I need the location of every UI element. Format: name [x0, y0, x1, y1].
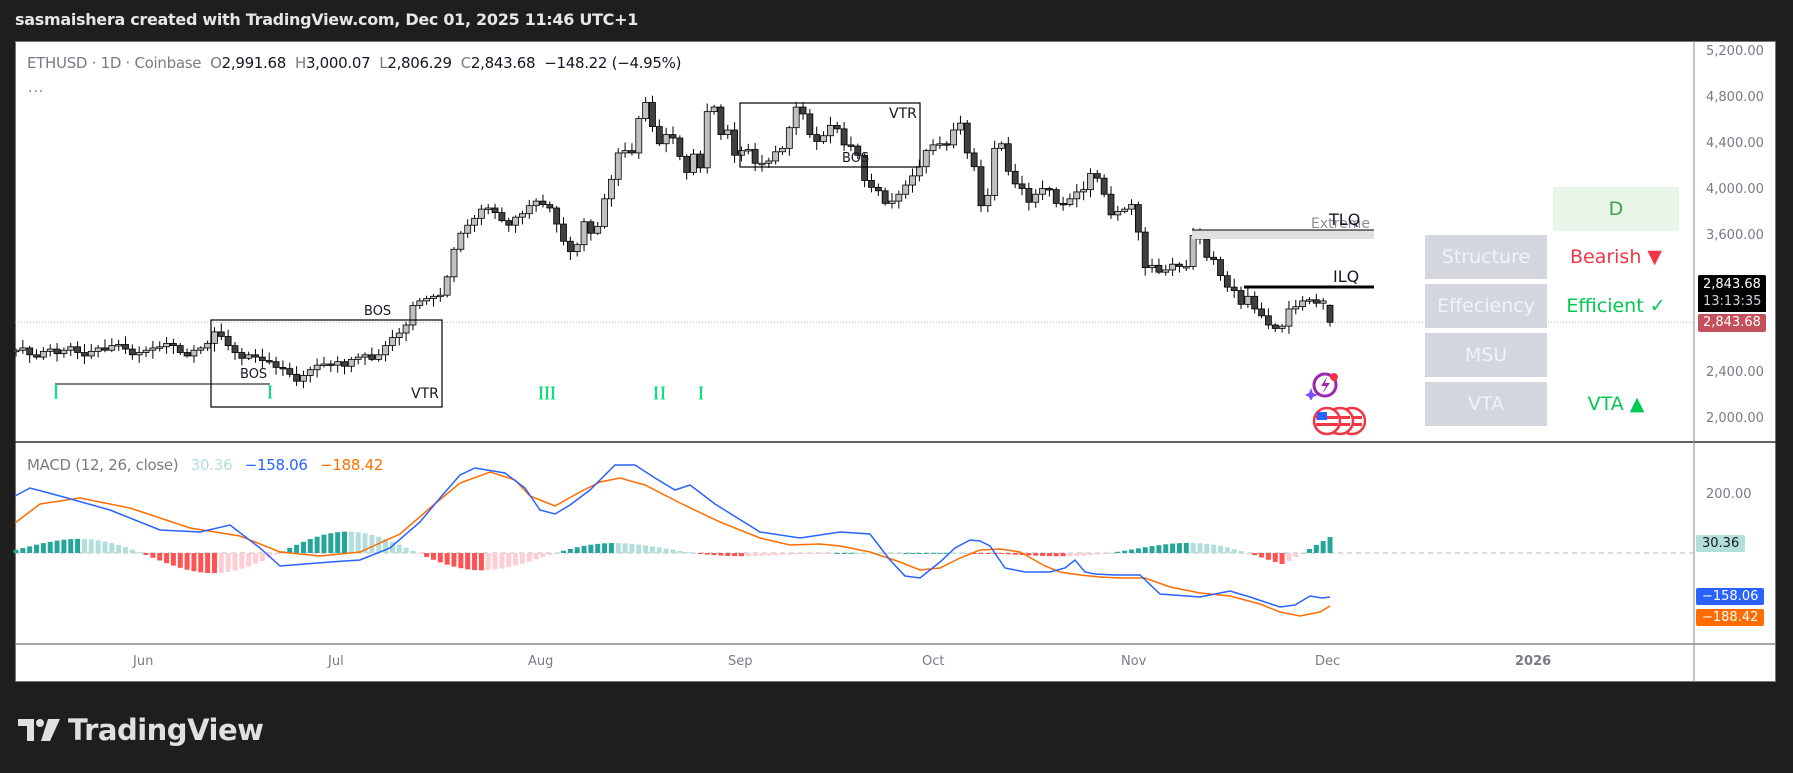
time-axis-label: Oct	[922, 654, 945, 669]
tradingview-logo-icon	[18, 719, 60, 741]
vtr-label-2: VTR	[889, 106, 917, 122]
price-axis-label: 4,800.00	[1706, 89, 1764, 105]
macd-axis-label: 200.00	[1706, 487, 1752, 502]
table-value-msu	[1553, 333, 1679, 377]
brand-name: TradingView	[68, 713, 264, 747]
us-flag-events-icon[interactable]	[1312, 405, 1372, 437]
price-axis-label: 5,200.00	[1706, 44, 1764, 59]
price-axis-label: 3,600.00	[1706, 227, 1764, 243]
table-label-msu: MSU	[1425, 333, 1547, 377]
bos-label-3: BOS	[842, 151, 870, 166]
vtr-label-1: VTR	[411, 386, 439, 402]
time-axis-label: Dec	[1315, 654, 1341, 669]
change-value: −148.22 (−4.95%)	[544, 54, 682, 72]
table-label-effeciency: Effeciency	[1425, 284, 1547, 328]
macd-title[interactable]: MACD (12, 26, close)	[27, 456, 179, 474]
extreme-label: Extreme	[1311, 216, 1370, 232]
low-value: 2,806.29	[387, 54, 452, 72]
chart-header-title: sasmaishera created with TradingView.com…	[15, 10, 639, 29]
timeframe-cell: D	[1553, 187, 1679, 231]
time-axis-label: Jul	[328, 654, 344, 669]
close-price-tag: 2,843.68	[1698, 314, 1766, 332]
macd-hist-tag: 30.36	[1696, 535, 1746, 552]
open-value: 2,991.68	[221, 54, 287, 72]
table-value-structure: Bearish ▼	[1569, 246, 1663, 268]
table-label-vta: VTA	[1425, 382, 1547, 426]
close-value: 2,843.68	[470, 54, 536, 72]
table-value-vta: VTA ▲	[1587, 393, 1645, 415]
bar-countdown: 13:13:35	[1703, 294, 1762, 309]
symbol-info[interactable]: ETHUSD · 1D · Coinbase	[27, 54, 202, 72]
macd-signal-value: −188.42	[320, 456, 384, 474]
bos-label-2: BOS	[240, 367, 268, 382]
bos-label-1: BOS	[364, 304, 392, 319]
more-options-icon[interactable]: ...	[28, 80, 45, 96]
table-value-effeciency: Efficient ✓	[1566, 295, 1666, 317]
time-axis-label: Sep	[728, 654, 753, 669]
macd-line-value: −158.06	[244, 456, 308, 474]
macd-line-tag: −158.06	[1696, 588, 1765, 605]
price-axis-label: 4,400.00	[1706, 135, 1764, 151]
lightning-event-icon[interactable]	[1305, 370, 1341, 401]
last-price-tag: 2,843.68 13:13:35	[1698, 275, 1767, 312]
price-axis-label: 4,000.00	[1706, 181, 1764, 197]
price-axis-label: 2,000.00	[1706, 411, 1764, 427]
table-label-structure: Structure	[1425, 235, 1547, 279]
macd-hist-value: 30.36	[190, 456, 233, 474]
time-axis-label: Jun	[133, 654, 154, 669]
tlq-label: TLQ	[1329, 210, 1361, 229]
time-axis-label: Aug	[528, 654, 554, 669]
time-axis-label: 2026	[1515, 654, 1552, 669]
ilq-label: ILQ	[1333, 267, 1360, 286]
tradingview-logo[interactable]: TradingView	[18, 713, 264, 747]
symbol-legend: ETHUSD · 1D · Coinbase O2,991.68 H3,000.…	[27, 54, 682, 72]
price-axis-label: 2,400.00	[1706, 365, 1764, 381]
macd-legend: MACD (12, 26, close) 30.36 −158.06 −188.…	[27, 456, 383, 474]
high-value: 3,000.07	[305, 54, 371, 72]
macd-signal-tag: −188.42	[1696, 609, 1765, 626]
time-axis-label: Nov	[1121, 654, 1147, 669]
